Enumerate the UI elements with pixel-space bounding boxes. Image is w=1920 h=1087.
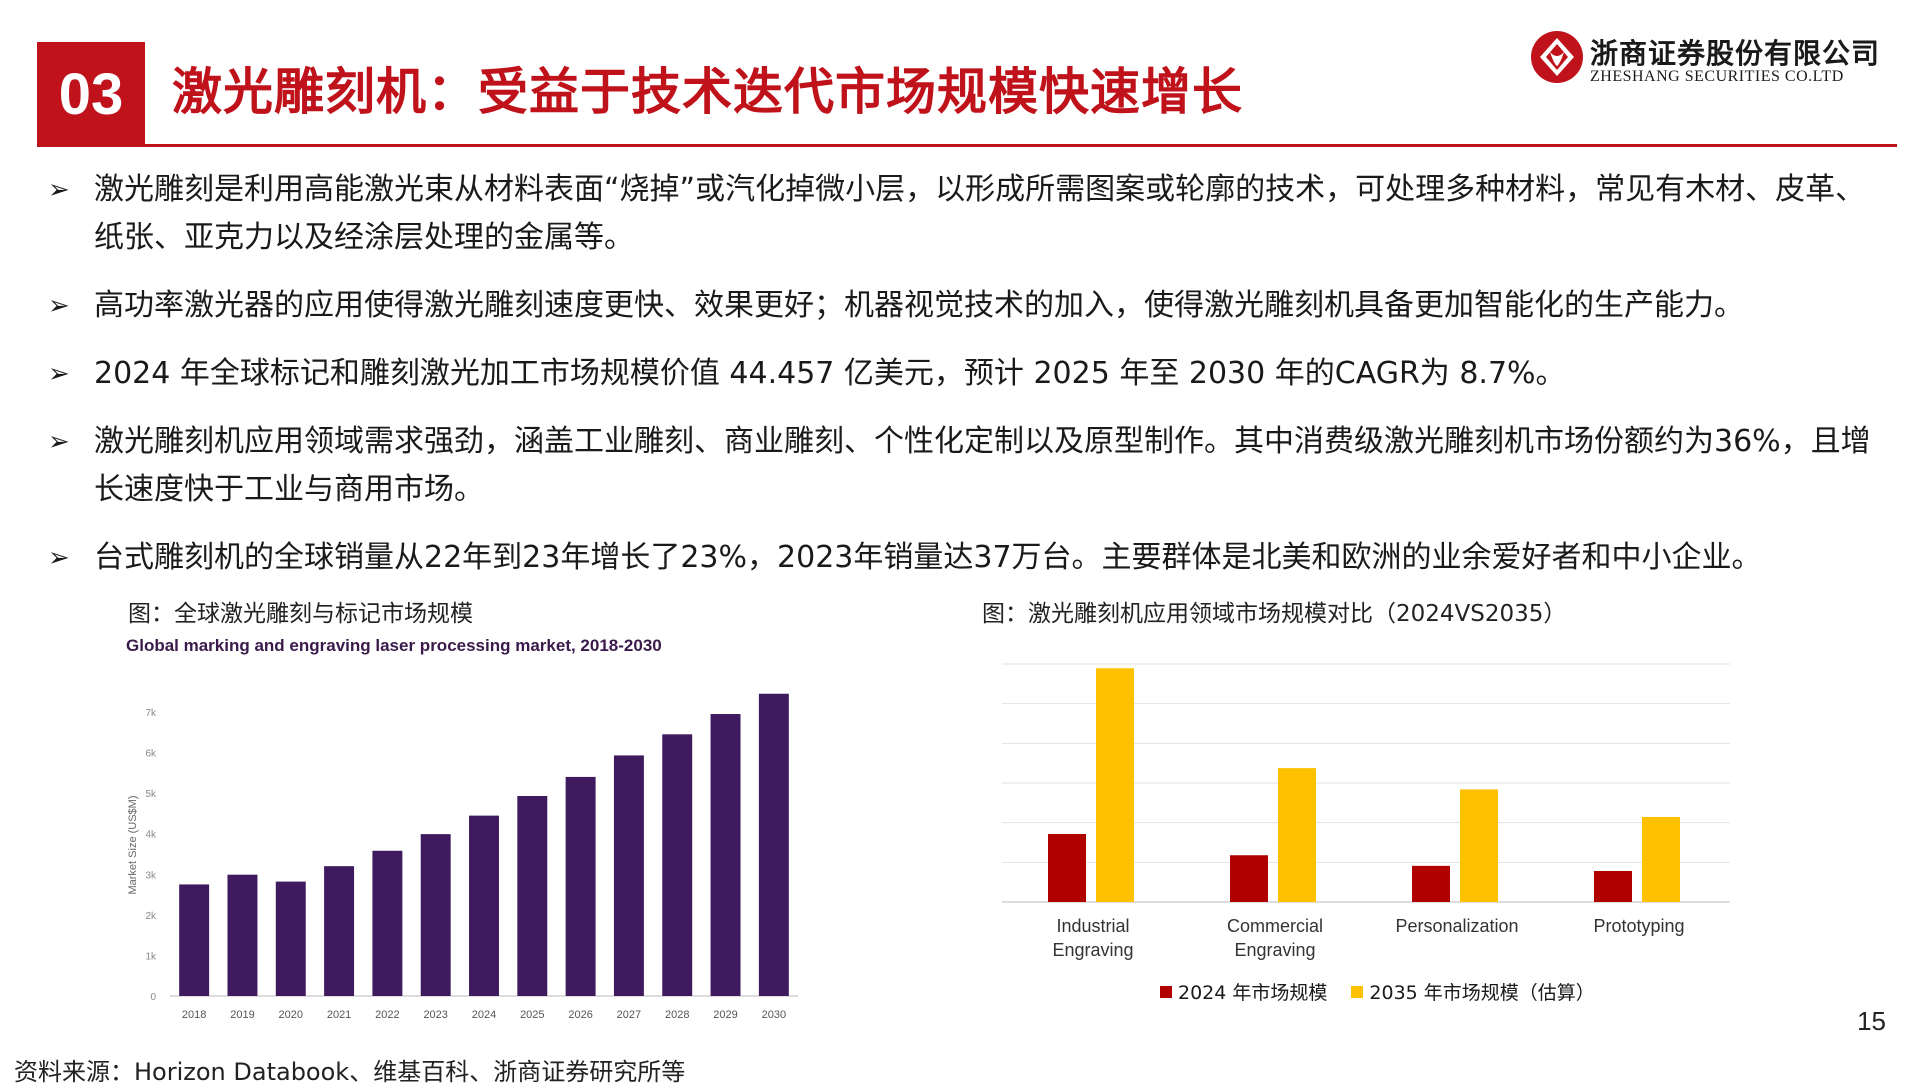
- x-tick-label: 2024: [472, 1009, 496, 1021]
- bullet-list: ➢ 激光雕刻是利用高能激光束从材料表面“烧掉”或汽化掉微小层，以形成所需图案或轮廓…: [44, 166, 1894, 602]
- x-tick-label: Commercial: [1227, 916, 1323, 936]
- bar-2035 年市场规模（估算）-Industrial Engraving: [1096, 668, 1134, 902]
- market-size-bar-chart: 0 1k 2k 3k 4k 5k 6k 7k Market Size (US$M) 2018 201…: [127, 693, 798, 1021]
- chart1-title: Global marking and engraving laser proce…: [126, 636, 662, 655]
- x-tick-label: 2030: [762, 1009, 786, 1021]
- legend-swatch: [1160, 985, 1172, 998]
- arrow-bullet-icon: ➢: [48, 291, 70, 321]
- x-tick-label: Engraving: [1234, 940, 1315, 960]
- y-tick-label: 4k: [145, 830, 157, 841]
- bullet-item: ➢ 2024 年全球标记和雕刻激光加工市场规模价值 44.457 亿美元，预计 2…: [44, 350, 1894, 398]
- legend-label: 2024 年市场规模: [1178, 982, 1328, 1004]
- y-tick-label: 7k: [145, 708, 157, 719]
- bar-2029: [710, 714, 741, 996]
- company-name-en: ZHESHANG SECURITIES CO.LTD: [1590, 68, 1844, 85]
- x-tick-label: 2020: [279, 1009, 303, 1021]
- page-title: 激光雕刻机：受益于技术迭代市场规模快速增长: [172, 63, 1243, 121]
- legend-item-2035: 2035 年市场规模（估算）: [1351, 978, 1595, 1005]
- company-logo-icon: [1531, 31, 1583, 83]
- bullet-item: ➢ 台式雕刻机的全球销量从22年到23年增长了23%，2023年销量达37万台。主…: [44, 534, 1894, 582]
- bullet-text: 台式雕刻机的全球销量从22年到23年增长了23%，2023年销量达37万台。主要…: [94, 540, 1762, 575]
- chart2-caption: 图：激光雕刻机应用领域市场规模对比（2024VS2035）: [982, 601, 1567, 627]
- bullet-text: 激光雕刻机应用领域需求强劲，涵盖工业雕刻、商业雕刻、个性化定制以及原型制作。其中…: [94, 424, 1871, 507]
- bar-2035 年市场规模（估算）-Personalization: [1460, 789, 1498, 902]
- y-tick-label: 5k: [145, 789, 157, 800]
- bullet-item: ➢ 高功率激光器的应用使得激光雕刻速度更快、效果更好；机器视觉技术的加入，使得激光…: [44, 282, 1894, 330]
- bar-2025: [517, 795, 548, 996]
- bar-2018: [179, 884, 210, 996]
- x-tick-label: 2018: [182, 1009, 206, 1021]
- bullet-item: ➢ 激光雕刻机应用领域需求强劲，涵盖工业雕刻、商业雕刻、个性化定制以及原型制作。其…: [44, 418, 1894, 514]
- chart2-legend: 2024 年市场规模 2035 年市场规模（估算）: [1160, 978, 1595, 1005]
- legend-swatch: [1351, 985, 1364, 998]
- legend-item-2024: 2024 年市场规模: [1160, 978, 1327, 1005]
- bar-2019: [227, 874, 258, 996]
- x-tick-label: 2021: [327, 1009, 351, 1021]
- bar-2028: [662, 734, 693, 996]
- source-note: 资料来源：Horizon Databook、维基百科、浙商证券研究所等: [14, 1058, 686, 1086]
- y-tick-label: 3k: [145, 870, 157, 881]
- y-axis-label: Market Size (US$M): [127, 795, 139, 894]
- bar-2020: [275, 881, 306, 996]
- bar-2035 年市场规模（估算）-Prototyping: [1642, 817, 1680, 902]
- y-tick-label: 0: [150, 992, 156, 1003]
- x-tick-label: Personalization: [1395, 916, 1518, 936]
- application-market-bar-chart: Industrial Engraving Commercial Engraving Pe…: [1002, 663, 1730, 960]
- bar-2024 年市场规模-Commercial Engraving: [1230, 855, 1268, 902]
- x-tick-label: Engraving: [1052, 940, 1133, 960]
- x-tick-label: 2022: [375, 1009, 399, 1021]
- bar-2030: [758, 693, 789, 996]
- bar-2022: [372, 850, 403, 996]
- section-number-badge: 03: [37, 42, 145, 146]
- page-number: 15: [1857, 1006, 1886, 1036]
- bar-2027: [613, 755, 644, 996]
- arrow-bullet-icon: ➢: [48, 427, 70, 457]
- x-tick-label: 2019: [230, 1009, 254, 1021]
- legend-label: 2035 年市场规模（估算）: [1369, 982, 1595, 1004]
- bar-2023: [420, 834, 451, 996]
- bar-2026: [565, 776, 596, 996]
- company-logo: 浙商证券股份有限公司 ZHESHANG SECURITIES CO.LTD: [1530, 30, 1890, 92]
- bar-2035 年市场规模（估算）-Commercial Engraving: [1278, 768, 1316, 902]
- bullet-item: ➢ 激光雕刻是利用高能激光束从材料表面“烧掉”或汽化掉微小层，以形成所需图案或轮廓…: [44, 166, 1894, 262]
- company-name-cn: 浙商证券股份有限公司: [1590, 37, 1881, 70]
- arrow-bullet-icon: ➢: [48, 543, 70, 573]
- bar-2024: [469, 815, 499, 996]
- bullet-text: 激光雕刻是利用高能激光束从材料表面“烧掉”或汽化掉微小层，以形成所需图案或轮廓的…: [94, 172, 1866, 255]
- bullet-text: 高功率激光器的应用使得激光雕刻速度更快、效果更好；机器视觉技术的加入，使得激光雕…: [94, 288, 1744, 323]
- x-tick-label: Prototyping: [1593, 916, 1684, 936]
- bar-2024 年市场规模-Personalization: [1412, 865, 1450, 902]
- x-tick-label: Industrial: [1056, 916, 1129, 936]
- x-tick-label: 2028: [665, 1009, 689, 1021]
- y-tick-label: 1k: [145, 951, 157, 962]
- y-tick-label: 2k: [145, 911, 157, 922]
- bar-2024 年市场规模-Industrial Engraving: [1048, 834, 1086, 902]
- x-tick-label: 2029: [713, 1009, 737, 1021]
- arrow-bullet-icon: ➢: [48, 175, 70, 205]
- arrow-bullet-icon: ➢: [48, 359, 70, 389]
- x-tick-label: 2027: [617, 1009, 641, 1021]
- title-divider: [37, 144, 1897, 147]
- chart1-caption: 图：全球激光雕刻与标记市场规模: [128, 601, 473, 627]
- bullet-text: 2024 年全球标记和雕刻激光加工市场规模价值 44.457 亿美元，预计 20…: [94, 356, 1566, 391]
- bar-2021: [324, 866, 355, 996]
- x-tick-label: 2026: [568, 1009, 592, 1021]
- y-tick-label: 6k: [145, 749, 157, 760]
- x-tick-label: 2023: [423, 1009, 447, 1021]
- x-tick-label: 2025: [520, 1009, 544, 1021]
- bar-2024 年市场规模-Prototyping: [1594, 870, 1632, 902]
